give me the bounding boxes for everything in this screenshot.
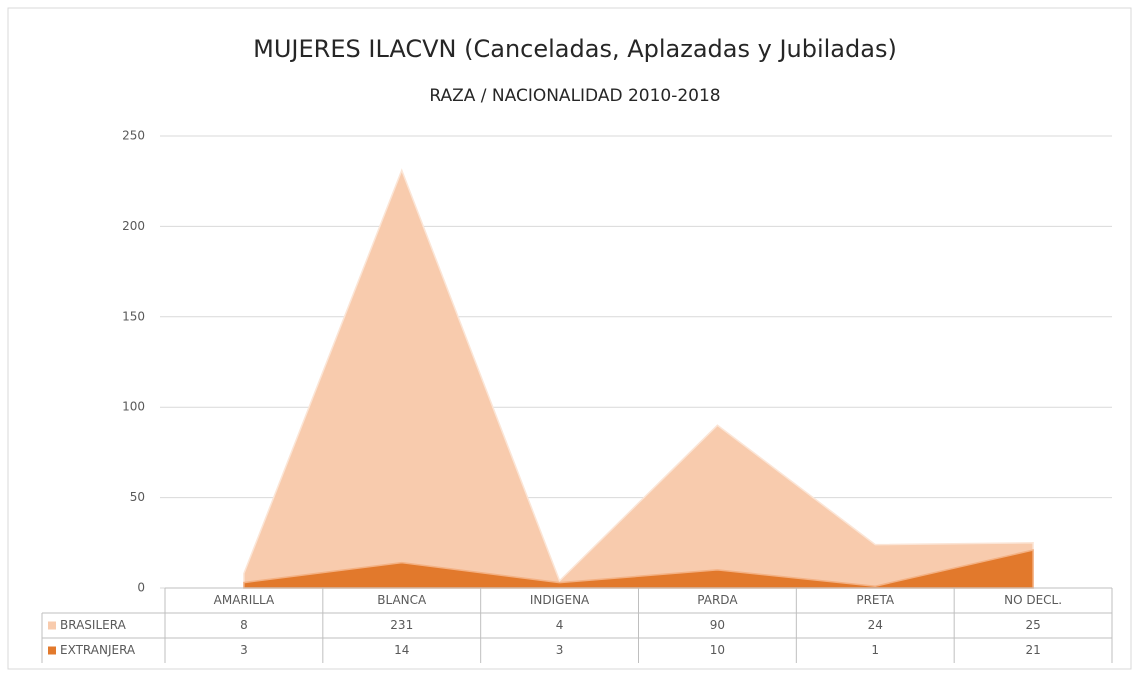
chart-subtitle: RAZA / NACIONALIDAD 2010-2018: [429, 86, 720, 106]
x-tick-label: AMARILLA: [214, 593, 275, 607]
y-tick-label: 200: [122, 219, 145, 233]
table-value: 4: [556, 618, 564, 632]
y-tick-label: 50: [130, 490, 145, 504]
y-tick-label: 0: [137, 581, 145, 595]
table-value: 25: [1025, 618, 1040, 632]
legend-key: [48, 646, 56, 655]
legend-key: [48, 621, 56, 630]
legend-label: BRASILERA: [60, 618, 127, 632]
y-tick-label: 150: [122, 309, 145, 323]
x-tick-label: PRETA: [856, 593, 895, 607]
table-value: 1: [871, 643, 879, 657]
table-value: 21: [1025, 643, 1040, 657]
table-value: 14: [394, 643, 409, 657]
table-value: 10: [710, 643, 725, 657]
table-value: 3: [556, 643, 564, 657]
table-value: 3: [240, 643, 248, 657]
table-value: 231: [390, 618, 413, 632]
x-tick-label: NO DECL.: [1004, 593, 1062, 607]
x-tick-label: PARDA: [697, 593, 738, 607]
legend-label: EXTRANJERA: [60, 643, 136, 657]
x-tick-label: INDIGENA: [530, 593, 590, 607]
x-tick-label: BLANCA: [377, 593, 427, 607]
chart-title: MUJERES ILACVN (Canceladas, Aplazadas y …: [253, 35, 897, 63]
table-value: 24: [868, 618, 883, 632]
y-tick-label: 100: [122, 400, 145, 414]
table-value: 8: [240, 618, 248, 632]
area: [243, 549, 1034, 589]
table-value: 90: [710, 618, 725, 632]
y-tick-label: 250: [122, 129, 145, 143]
